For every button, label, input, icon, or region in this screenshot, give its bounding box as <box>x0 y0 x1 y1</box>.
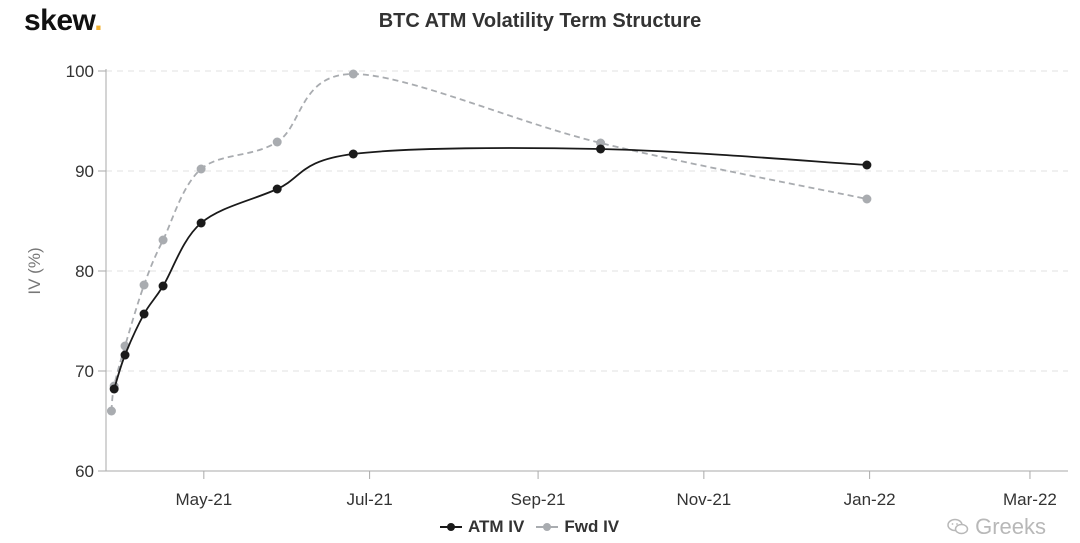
x-tick-label: Jan-22 <box>844 490 896 509</box>
y-tick-label: 70 <box>75 362 94 381</box>
chart-title: BTC ATM Volatility Term Structure <box>378 10 702 32</box>
data-point-fwd[interactable] <box>348 69 358 79</box>
watermark-text: Greeks <box>975 514 1046 539</box>
data-point-fwd[interactable] <box>862 194 872 204</box>
data-point-atm[interactable] <box>139 309 149 319</box>
x-tick-label: Jul-21 <box>346 490 392 509</box>
data-point-atm[interactable] <box>348 149 358 159</box>
data-point-atm[interactable] <box>596 144 606 154</box>
legend: ATM IV Fwd IV <box>440 517 631 537</box>
series-layer <box>106 69 872 416</box>
data-point-atm[interactable] <box>120 350 130 360</box>
data-point-fwd[interactable] <box>272 137 282 147</box>
data-point-fwd[interactable] <box>196 164 206 174</box>
data-point-atm[interactable] <box>196 218 206 228</box>
data-point-fwd[interactable] <box>139 280 149 290</box>
wechat-icon <box>947 518 969 535</box>
y-tick-label: 90 <box>75 162 94 181</box>
axes: 60 70 80 90 100 May-21 Jul-21 Sep-21 Nov-21 Jan-2… <box>66 62 1068 509</box>
data-point-atm[interactable] <box>158 281 168 291</box>
skew-logo: skew. <box>24 4 103 37</box>
data-point-fwd[interactable] <box>106 406 116 416</box>
watermark: Greeks <box>947 514 1046 540</box>
x-tick-label: Sep-21 <box>511 490 566 509</box>
x-tick-label: May-21 <box>175 490 232 509</box>
data-point-atm[interactable] <box>862 160 872 170</box>
legend-item-atm[interactable]: ATM IV <box>440 517 524 537</box>
y-axis-label: IV (%) <box>25 247 44 294</box>
legend-atm-label: ATM IV <box>468 517 525 536</box>
legend-atm-symbol <box>440 521 462 533</box>
legend-item-fwd[interactable]: Fwd IV <box>536 517 619 537</box>
data-point-fwd[interactable] <box>158 235 168 245</box>
series-line-fwd <box>110 73 868 412</box>
x-tick-label: Mar-22 <box>1003 490 1057 509</box>
series-line-atm <box>113 147 867 390</box>
data-point-atm[interactable] <box>109 384 119 394</box>
x-tick-label: Nov-21 <box>676 490 731 509</box>
legend-fwd-symbol <box>536 521 559 533</box>
y-tick-label: 80 <box>75 262 94 281</box>
legend-fwd-label: Fwd IV <box>564 517 620 536</box>
data-point-atm[interactable] <box>272 184 282 194</box>
grid-lines <box>106 70 1068 372</box>
y-tick-label: 60 <box>75 462 94 481</box>
y-tick-label: 100 <box>66 62 94 81</box>
